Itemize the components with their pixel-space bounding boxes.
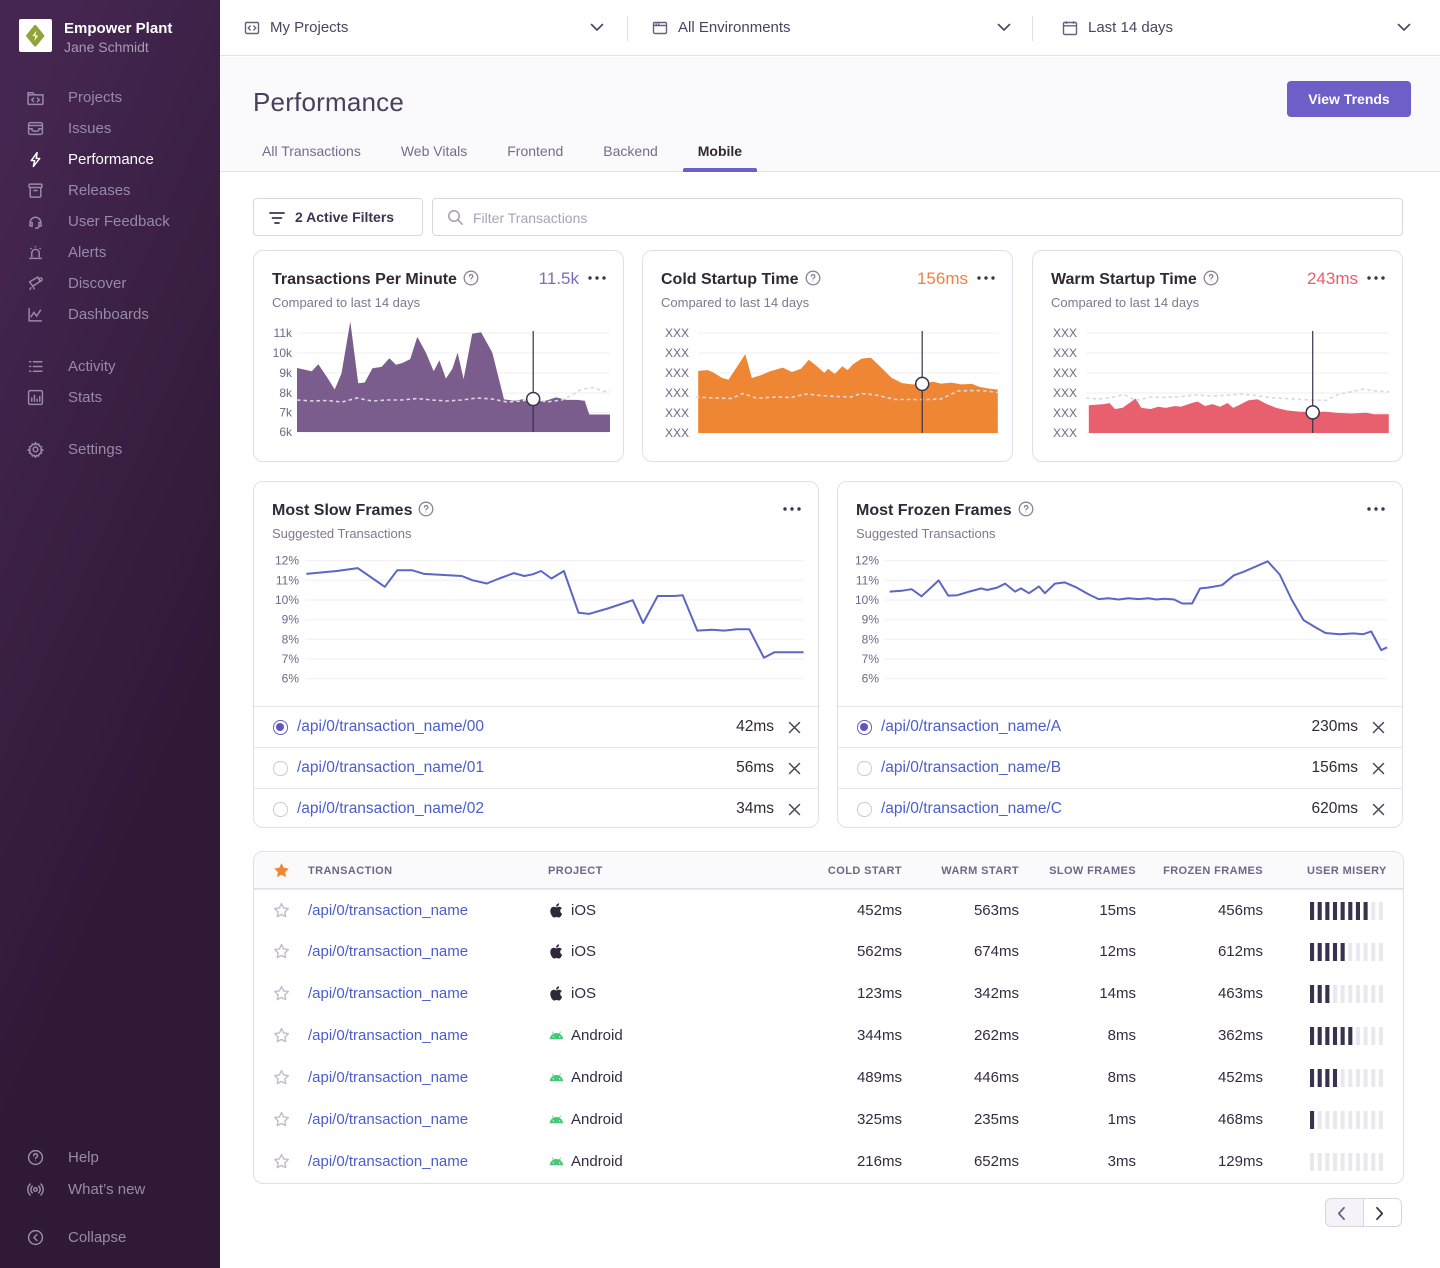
svg-text:XXX: XXX	[1053, 386, 1077, 400]
svg-text:7k: 7k	[279, 406, 293, 420]
svg-text:11%: 11%	[276, 573, 299, 587]
svg-text:8%: 8%	[282, 632, 300, 646]
svg-text:XXX: XXX	[1053, 346, 1077, 360]
svg-text:6%: 6%	[282, 672, 300, 686]
svg-text:11%: 11%	[856, 573, 879, 587]
svg-text:10%: 10%	[856, 593, 879, 607]
svg-text:XXX: XXX	[1053, 326, 1077, 340]
svg-text:6k: 6k	[279, 425, 293, 439]
svg-text:9%: 9%	[282, 613, 300, 627]
svg-text:XXX: XXX	[665, 366, 689, 380]
svg-text:8k: 8k	[279, 386, 293, 400]
svg-text:8%: 8%	[862, 632, 880, 646]
svg-text:XXX: XXX	[665, 326, 689, 340]
svg-text:9%: 9%	[862, 613, 880, 627]
svg-text:11k: 11k	[274, 326, 293, 340]
svg-text:7%: 7%	[282, 652, 300, 666]
svg-text:XXX: XXX	[665, 406, 689, 420]
svg-text:12%: 12%	[856, 554, 879, 568]
svg-text:XXX: XXX	[1053, 366, 1077, 380]
svg-text:9k: 9k	[279, 366, 293, 380]
svg-text:10k: 10k	[273, 346, 293, 360]
svg-text:XXX: XXX	[1053, 426, 1077, 439]
svg-text:XXX: XXX	[665, 386, 689, 400]
svg-text:XXX: XXX	[665, 346, 689, 360]
svg-text:XXX: XXX	[665, 426, 689, 439]
svg-text:7%: 7%	[862, 652, 880, 666]
svg-text:12%: 12%	[275, 554, 299, 568]
svg-text:10%: 10%	[275, 593, 299, 607]
svg-text:6%: 6%	[862, 672, 880, 686]
svg-text:XXX: XXX	[1053, 406, 1077, 420]
